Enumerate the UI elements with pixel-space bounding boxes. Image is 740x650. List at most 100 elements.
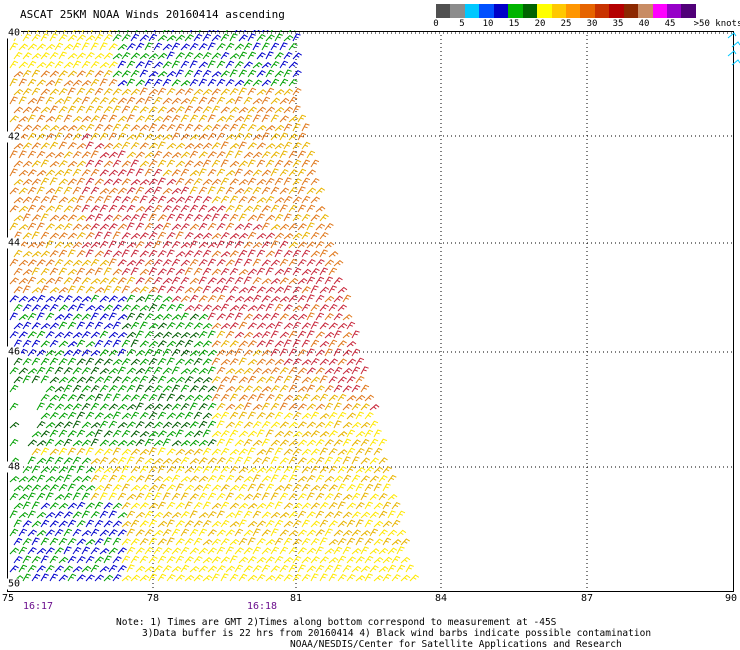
wind-barb — [81, 475, 92, 483]
wind-barb — [180, 133, 191, 141]
wind-barb — [396, 510, 406, 519]
wind-barb — [49, 303, 59, 312]
wind-barb — [58, 70, 68, 78]
wind-barb — [117, 348, 127, 357]
wind-barb — [207, 186, 216, 195]
wind-barb — [162, 78, 172, 87]
wind-barb — [382, 483, 391, 492]
wind-barb — [121, 160, 131, 168]
wind-barb — [18, 564, 28, 573]
wind-barb — [198, 258, 208, 267]
wind-barb — [162, 438, 171, 447]
wind-barb — [13, 123, 23, 132]
wind-barb — [90, 258, 100, 267]
wind-barb — [153, 115, 164, 123]
wind-barb — [67, 160, 78, 168]
wind-barb — [324, 367, 335, 375]
wind-barb — [220, 251, 231, 258]
wind-barb — [193, 448, 203, 456]
wind-barb — [193, 357, 203, 366]
wind-barb — [247, 249, 256, 258]
wind-barb — [238, 411, 247, 420]
wind-barb — [319, 573, 328, 582]
wind-barb — [175, 412, 185, 420]
wind-barb — [90, 564, 100, 573]
wind-barb — [369, 528, 378, 537]
wind-barb — [731, 59, 740, 66]
wind-barb — [94, 484, 105, 492]
wind-barb — [153, 421, 164, 429]
wind-barb — [207, 42, 216, 51]
wind-barb — [85, 214, 95, 222]
wind-barb — [135, 547, 145, 555]
wind-barb — [301, 412, 312, 420]
wind-barb — [162, 169, 172, 177]
wind-barb — [126, 204, 136, 213]
wind-barb — [117, 259, 127, 267]
wind-barb — [130, 88, 141, 96]
wind-barb — [162, 240, 172, 249]
wind-barb — [45, 492, 54, 501]
wind-barb — [22, 88, 32, 96]
wind-barb — [184, 394, 195, 402]
wind-barb — [256, 125, 267, 132]
wind-barb — [211, 105, 220, 114]
wind-barb — [49, 177, 58, 186]
wind-barb — [22, 465, 32, 474]
wind-barb — [315, 403, 326, 411]
wind-barb — [76, 574, 86, 582]
wind-barb — [85, 268, 95, 276]
wind-barb — [400, 574, 411, 582]
wind-barb — [279, 492, 289, 501]
wind-barb — [45, 169, 56, 177]
wind-barb — [216, 205, 226, 213]
wind-barb — [157, 177, 166, 186]
wind-barb — [211, 52, 222, 60]
wind-barb — [72, 115, 83, 123]
wind-barb — [369, 457, 379, 465]
wind-barb — [166, 231, 176, 240]
wind-barb — [216, 132, 226, 141]
wind-barb — [202, 142, 213, 150]
wind-barb — [184, 520, 194, 528]
wind-barb — [301, 537, 311, 546]
wind-barb — [288, 511, 298, 519]
legend-swatch — [508, 4, 523, 18]
wind-barb — [315, 294, 325, 303]
wind-barb — [153, 186, 162, 195]
wind-barb — [342, 403, 353, 411]
wind-barb — [243, 222, 253, 231]
wind-barb — [63, 492, 73, 501]
wind-barb — [148, 484, 159, 492]
wind-barb — [130, 33, 140, 42]
wind-barb — [252, 241, 263, 249]
wind-barb — [144, 438, 153, 447]
wind-barb — [292, 573, 302, 582]
wind-barb — [99, 313, 109, 321]
wind-barb — [63, 528, 73, 537]
wind-barb — [117, 187, 128, 195]
wind-barb — [162, 97, 173, 105]
wind-barb — [297, 241, 308, 249]
wind-barb — [351, 456, 360, 465]
wind-barb — [31, 195, 41, 204]
wind-barb — [202, 358, 212, 366]
wind-barb — [279, 277, 289, 285]
wind-barb — [270, 259, 281, 267]
wind-barb — [166, 286, 176, 294]
wind-barb — [193, 430, 203, 438]
wind-barb — [207, 565, 218, 573]
wind-barb — [130, 448, 141, 456]
wind-barb — [265, 466, 275, 474]
wind-barb — [283, 233, 294, 240]
wind-barb — [288, 78, 298, 87]
wind-barb — [234, 331, 245, 339]
wind-barb — [171, 114, 181, 123]
wind-barb — [72, 546, 82, 555]
wind-barb — [351, 384, 361, 393]
wind-barb — [202, 447, 212, 456]
wind-barb — [58, 160, 68, 168]
wind-barb — [229, 573, 239, 582]
wind-barb — [45, 564, 55, 573]
wind-barb — [13, 322, 24, 330]
